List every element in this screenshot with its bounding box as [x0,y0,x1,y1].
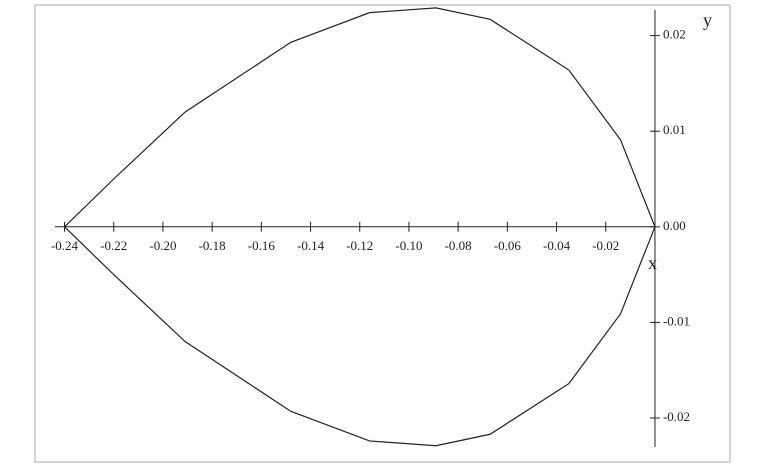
x-tick-label: -0.18 [199,238,226,253]
curve [64,7,656,447]
x-axis-label: x [648,253,657,273]
y-tick-label: 0.00 [663,218,686,233]
plot-frame [34,4,731,463]
y-tick-label: -0.01 [663,313,690,328]
y-axis-label: y [703,10,712,30]
x-tick-label: -0.22 [100,238,127,253]
x-tick-label: -0.04 [543,238,571,253]
x-tick-label: -0.02 [592,238,619,253]
x-tick-label: -0.10 [395,238,422,253]
x-tick-label: -0.16 [248,238,276,253]
y-tick-label: -0.02 [663,409,690,424]
y-tick-label: 0.01 [663,122,686,137]
x-tick-label: -0.06 [494,238,522,253]
x-tick-label: -0.12 [346,238,373,253]
y-tick-label: 0.02 [663,27,686,42]
x-tick-label: -0.08 [445,238,472,253]
x-tick-label: -0.14 [297,238,325,253]
x-tick-label: -0.24 [51,238,79,253]
x-tick-label: -0.20 [149,238,176,253]
